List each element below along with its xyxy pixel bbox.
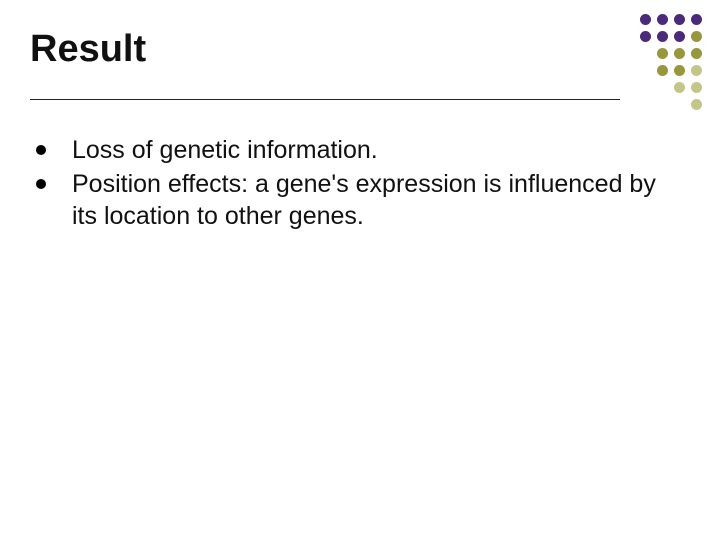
slide: Result Loss of genetic information. Posi… <box>0 0 720 540</box>
deco-dot <box>657 65 668 76</box>
deco-dot <box>640 14 651 25</box>
slide-title: Result <box>30 28 620 71</box>
bullet-icon <box>36 145 46 155</box>
deco-dot <box>674 82 685 93</box>
deco-dot <box>691 65 702 76</box>
deco-dot <box>674 31 685 42</box>
bullet-text: Loss of genetic information. <box>72 134 378 166</box>
deco-dot <box>657 14 668 25</box>
deco-dot <box>657 48 668 59</box>
list-item: Position effects: a gene's expression is… <box>36 168 676 232</box>
deco-dot <box>691 99 702 110</box>
deco-dot <box>657 31 668 42</box>
decorative-dot-grid <box>640 14 702 116</box>
bullet-text: Position effects: a gene's expression is… <box>72 168 676 232</box>
deco-dot <box>691 82 702 93</box>
deco-dot <box>674 48 685 59</box>
deco-dot <box>674 65 685 76</box>
deco-dot <box>691 31 702 42</box>
deco-dot <box>691 14 702 25</box>
deco-dot <box>640 31 651 42</box>
bullet-icon <box>36 179 46 189</box>
list-item: Loss of genetic information. <box>36 134 676 166</box>
deco-dot <box>691 48 702 59</box>
deco-dot <box>674 14 685 25</box>
bullet-list: Loss of genetic information. Position ef… <box>36 134 676 234</box>
title-region: Result <box>30 28 620 100</box>
